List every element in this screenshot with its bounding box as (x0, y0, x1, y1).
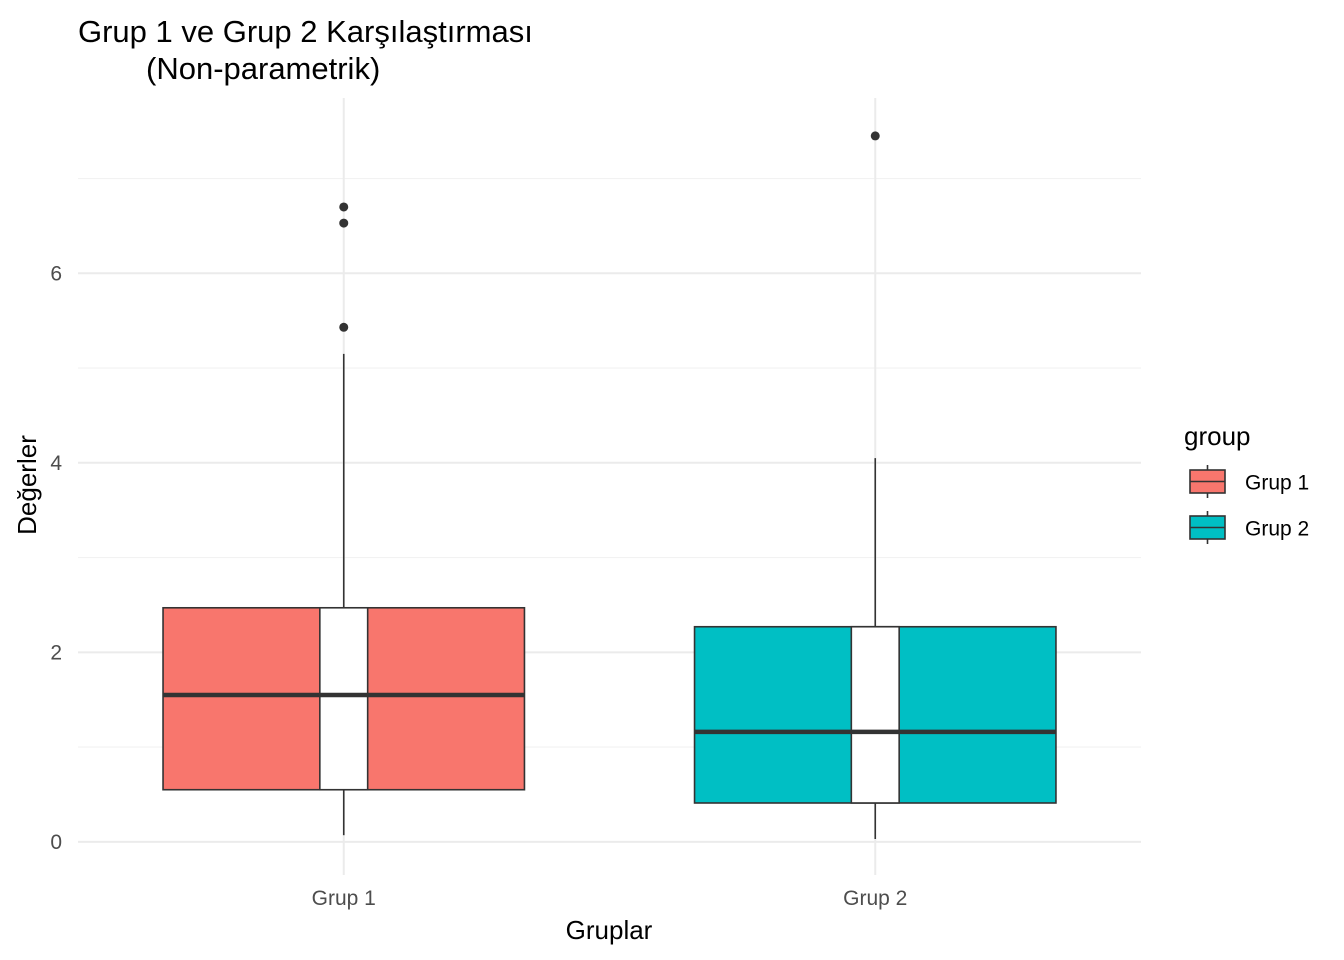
y-tick-label: 4 (50, 452, 62, 475)
box-2 (693, 131, 1057, 839)
y-tick-label: 2 (50, 641, 62, 664)
notch (850, 625, 900, 804)
legend: group Grup 1 Grup 2 (1184, 421, 1309, 544)
y-tick-label: 0 (50, 831, 62, 854)
x-tick-label: Grup 2 (843, 887, 907, 910)
chart-subtitle: (Non-parametrik) (146, 51, 380, 86)
legend-label: Grup 2 (1245, 518, 1309, 541)
x-tick-label: Grup 1 (312, 887, 376, 910)
outlier-point (339, 218, 349, 228)
chart-title: Grup 1 ve Grup 2 Karşılaştırması (78, 14, 533, 49)
legend-item: Grup 1 (1189, 465, 1309, 498)
x-axis-title: Gruplar (566, 915, 653, 945)
box-1 (162, 202, 526, 836)
legend-item: Grup 2 (1189, 511, 1309, 544)
notch (319, 606, 369, 791)
legend-title: group (1184, 421, 1251, 451)
legend-label: Grup 1 (1245, 472, 1309, 495)
y-axis-ticks: 0 2 4 6 (50, 262, 62, 854)
outlier-point (870, 131, 880, 141)
boxes (162, 131, 1057, 839)
outlier-point (339, 322, 349, 332)
y-tick-label: 6 (50, 262, 62, 285)
x-axis-ticks: Grup 1 Grup 2 (312, 887, 908, 910)
y-axis-title: Değerler (12, 435, 42, 535)
outlier-point (339, 202, 349, 212)
